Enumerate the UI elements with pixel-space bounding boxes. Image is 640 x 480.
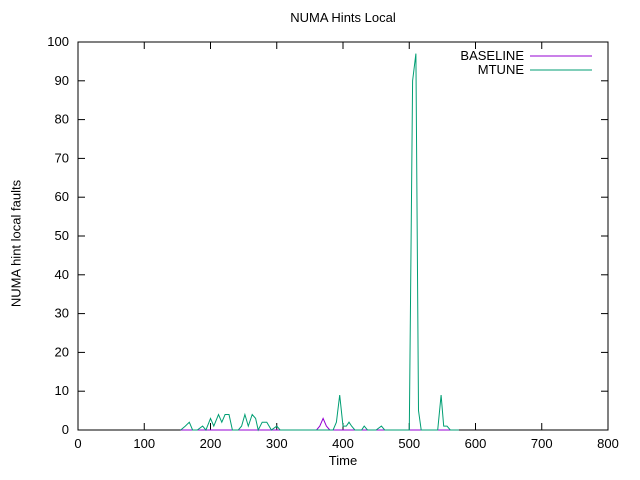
y-tick-label: 40	[55, 267, 69, 282]
x-tick-label: 400	[332, 436, 354, 451]
x-axis-label: Time	[328, 453, 358, 468]
y-tick-label: 90	[55, 73, 69, 88]
y-tick-label: 70	[55, 150, 69, 165]
y-tick-label: 80	[55, 112, 69, 127]
series-line-mtune	[180, 53, 459, 432]
x-tick-label: 300	[266, 436, 288, 451]
y-tick-label: 10	[55, 383, 69, 398]
y-tick-label: 30	[55, 306, 69, 321]
x-tick-label: 500	[398, 436, 420, 451]
y-tick-label: 50	[55, 228, 69, 243]
plot-border	[77, 41, 609, 431]
x-tick-label: 800	[597, 436, 619, 451]
y-tick-label: 0	[62, 422, 69, 437]
x-tick-label: 200	[200, 436, 222, 451]
chart-title: NUMA Hints Local	[290, 10, 396, 25]
y-tick-label: 100	[47, 34, 69, 49]
x-tick-label: 700	[531, 436, 553, 451]
legend-label-mtune: MTUNE	[478, 62, 525, 77]
y-tick-label: 20	[55, 344, 69, 359]
x-tick-label: 0	[74, 436, 81, 451]
x-tick-label: 600	[465, 436, 487, 451]
y-tick-label: 60	[55, 189, 69, 204]
legend-label-baseline: BASELINE	[460, 48, 524, 63]
x-tick-label: 100	[133, 436, 155, 451]
